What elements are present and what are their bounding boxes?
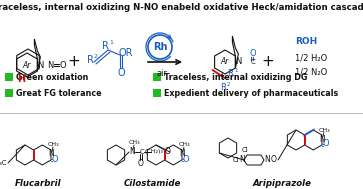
- Text: O: O: [250, 50, 256, 59]
- Text: Aripiprazole: Aripiprazole: [253, 180, 311, 188]
- Text: 2: 2: [227, 83, 231, 88]
- Text: Ar: Ar: [23, 60, 31, 70]
- Text: O: O: [52, 154, 58, 163]
- Text: 1: 1: [109, 40, 113, 46]
- Text: O: O: [323, 139, 329, 149]
- Bar: [153, 73, 161, 81]
- Text: 2: 2: [94, 54, 98, 60]
- Text: CH₃: CH₃: [318, 128, 330, 132]
- Text: O: O: [271, 156, 277, 164]
- Text: N: N: [48, 149, 54, 159]
- Text: O: O: [183, 154, 189, 163]
- Text: C: C: [140, 149, 144, 155]
- Text: 1/2 H₂O: 1/2 H₂O: [295, 53, 327, 63]
- Bar: [5, 73, 13, 81]
- Text: Cl: Cl: [241, 147, 248, 153]
- Text: Traceless, internal oxidizing DG: Traceless, internal oxidizing DG: [164, 73, 307, 81]
- Bar: [153, 89, 161, 97]
- Text: N: N: [235, 57, 241, 67]
- Text: CH₃: CH₃: [128, 140, 140, 146]
- Text: +: +: [68, 54, 80, 70]
- Text: O: O: [138, 160, 144, 169]
- Text: air: air: [156, 70, 167, 78]
- Text: ROH: ROH: [295, 37, 317, 46]
- Text: R: R: [86, 55, 93, 65]
- Text: (CH₂)₃: (CH₂)₃: [144, 149, 163, 153]
- Text: CH₃: CH₃: [47, 143, 59, 147]
- Text: R: R: [102, 41, 109, 51]
- Text: N: N: [264, 156, 270, 164]
- Text: N: N: [239, 156, 245, 164]
- Text: Flucarbril: Flucarbril: [15, 180, 61, 188]
- Text: H: H: [17, 74, 25, 84]
- Text: Expedient delivery of pharmaceuticals: Expedient delivery of pharmaceuticals: [164, 88, 338, 98]
- Text: Rh: Rh: [153, 42, 167, 52]
- Text: Traceless, internal oxidizing N-NO enabeld oxidative Heck/amidation cascade: Traceless, internal oxidizing N-NO enabe…: [0, 4, 363, 12]
- Text: Cl: Cl: [233, 157, 239, 163]
- Text: 1/2 N₂O: 1/2 N₂O: [295, 67, 327, 77]
- Text: N: N: [37, 60, 43, 70]
- Text: F₃C: F₃C: [0, 160, 7, 166]
- Text: N: N: [47, 60, 53, 70]
- Text: O: O: [117, 68, 125, 78]
- Text: N: N: [319, 135, 325, 143]
- Text: CH₃: CH₃: [178, 143, 190, 147]
- Text: O: O: [165, 146, 171, 156]
- Text: 1: 1: [234, 67, 237, 73]
- Text: OR: OR: [119, 48, 133, 58]
- Text: R: R: [220, 84, 225, 92]
- Text: N: N: [179, 149, 185, 159]
- Text: Cilostamide: Cilostamide: [123, 180, 181, 188]
- Bar: [5, 89, 13, 97]
- Text: R: R: [227, 68, 233, 77]
- Text: N: N: [129, 147, 135, 156]
- Text: +: +: [262, 54, 274, 70]
- Text: O: O: [60, 60, 66, 70]
- Text: Green oxidation: Green oxidation: [16, 73, 88, 81]
- Text: Ar: Ar: [221, 57, 229, 67]
- Text: C: C: [250, 59, 255, 65]
- Text: Great FG tolerance: Great FG tolerance: [16, 88, 102, 98]
